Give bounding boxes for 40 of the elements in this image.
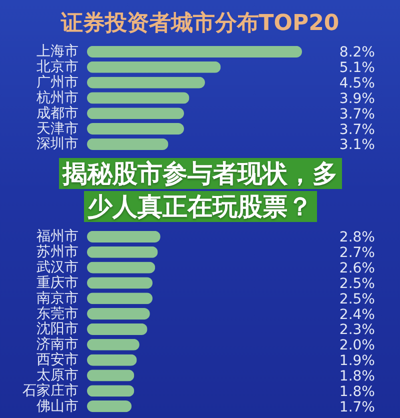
data-label: 2.6% <box>339 260 375 277</box>
y-tick-label: 杭州市 <box>36 90 78 106</box>
y-tick-label: 上海市 <box>36 44 78 60</box>
y-tick-label: 沈阳市 <box>36 321 78 338</box>
data-label: 2.4% <box>339 306 375 323</box>
y-tick-label: 石家庄市 <box>22 382 78 399</box>
y-tick-label: 济南市 <box>36 336 78 353</box>
data-label: 1.8% <box>339 384 375 400</box>
data-label: 2.7% <box>339 245 375 262</box>
data-label: 3.7% <box>339 106 375 122</box>
data-label: 2.0% <box>339 338 375 354</box>
data-label: 2.5% <box>339 276 375 292</box>
y-tick-label: 北京市 <box>36 59 78 76</box>
y-tick-label: 东莞市 <box>36 306 78 322</box>
y-tick-label: 深圳市 <box>36 136 78 152</box>
annotation: 揭秘股市参与者现状，多少人真正在玩股票？ <box>58 158 342 222</box>
data-label: 2.8% <box>339 230 375 246</box>
data-label: 1.9% <box>339 353 375 370</box>
data-label: 5.1% <box>339 60 375 76</box>
y-tick-label: 天津市 <box>36 120 78 137</box>
y-tick-label: 福州市 <box>36 228 78 245</box>
y-tick-label: 太原市 <box>36 367 78 384</box>
data-label: 4.5% <box>339 76 375 92</box>
y-tick-label: 重庆市 <box>36 274 78 291</box>
data-label: 2.5% <box>339 291 375 308</box>
y-tick-label: 佛山市 <box>36 398 78 414</box>
chart-title: 证券投资者城市分布TOP20 <box>60 10 340 36</box>
data-label: 1.7% <box>339 399 375 416</box>
y-tick-label: 成都市 <box>36 105 78 122</box>
y-tick-label: 武汉市 <box>36 260 78 276</box>
y-tick-label: 广州市 <box>36 74 78 91</box>
y-tick-label: 西安市 <box>36 352 78 368</box>
y-tick-label: 苏州市 <box>36 244 78 260</box>
data-label: 3.1% <box>339 137 375 154</box>
data-label: 3.7% <box>339 122 375 138</box>
y-tick-label: 南京市 <box>36 290 78 306</box>
data-label: 1.8% <box>339 368 375 384</box>
data-label: 2.3% <box>339 322 375 338</box>
data-label: 8.2% <box>339 44 375 61</box>
data-label: 3.9% <box>339 90 375 107</box>
